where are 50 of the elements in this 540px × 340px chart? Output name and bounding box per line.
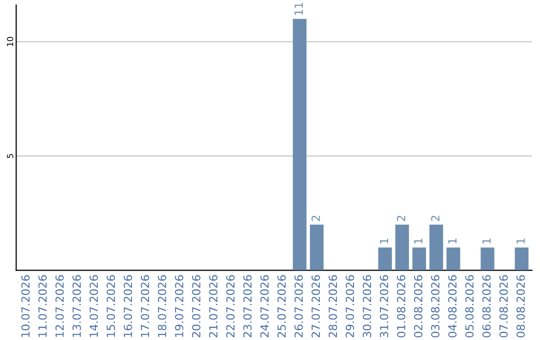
x-tick-label: 07.08.2026: [499, 275, 508, 338]
x-tick-label: 06.08.2026: [482, 275, 491, 338]
x-tick-label: 02.08.2026: [414, 275, 422, 338]
x-tick-label: 25.07.2026: [277, 275, 286, 338]
data-label: 2: [431, 216, 440, 221]
y-tick-label: 10: [6, 36, 14, 46]
x-tick-label: 05.08.2026: [465, 275, 474, 338]
x-tick-label: 27.07.2026: [312, 275, 320, 338]
x-tick-label: 22.07.2026: [226, 275, 235, 338]
x-tick-label: 21.07.2026: [209, 275, 218, 338]
x-tick-label: 26.07.2026: [294, 275, 303, 338]
data-label: 1: [380, 238, 388, 244]
bar: [292, 18, 306, 270]
x-tick-label: 11.07.2026: [38, 275, 47, 337]
x-tick-label: 03.08.2026: [431, 275, 440, 338]
bar: [395, 224, 409, 270]
x-tick-label: 23.07.2026: [243, 275, 252, 338]
bar: [310, 224, 324, 270]
x-tick-label: 15.07.2026: [106, 275, 116, 337]
x-tick-label: 13.07.2026: [72, 275, 81, 337]
x-tick-label: 30.07.2026: [362, 275, 372, 338]
bar: [480, 247, 494, 270]
y-tick-label: 5: [7, 154, 14, 158]
data-label: 1: [448, 238, 456, 244]
x-tick-label: 28.07.2026: [328, 275, 338, 338]
x-tick-label: 20.07.2026: [192, 275, 200, 338]
bar: [446, 247, 460, 270]
data-label: 1: [482, 238, 491, 244]
bar: [378, 247, 392, 270]
x-tick-label: 08.08.2026: [516, 275, 525, 338]
bar: [514, 247, 528, 270]
bar: [429, 224, 444, 270]
data-label: 11: [294, 2, 303, 15]
x-tick-label: 01.08.2026: [396, 275, 406, 338]
x-tick-label: 29.07.2026: [346, 275, 354, 338]
x-tick-label: 10.07.2026: [21, 275, 30, 337]
data-label: 1: [516, 238, 525, 244]
x-tick-label: 19.07.2026: [174, 275, 184, 337]
data-label: 1: [414, 238, 422, 244]
x-tick-label: 18.07.2026: [158, 275, 166, 337]
x-tick-label: 14.07.2026: [90, 275, 98, 337]
data-label: 2: [396, 216, 406, 221]
data-label: 2: [312, 216, 320, 221]
bar: [412, 247, 426, 270]
x-tick-label: 17.07.2026: [140, 275, 150, 337]
x-tick-label: 24.07.2026: [260, 275, 269, 338]
x-tick-label: 16.07.2026: [124, 275, 132, 337]
x-tick-label: 12.07.2026: [55, 275, 64, 337]
x-tick-label: 04.08.2026: [448, 275, 457, 338]
x-tick-label: 31.07.2026: [380, 275, 388, 338]
